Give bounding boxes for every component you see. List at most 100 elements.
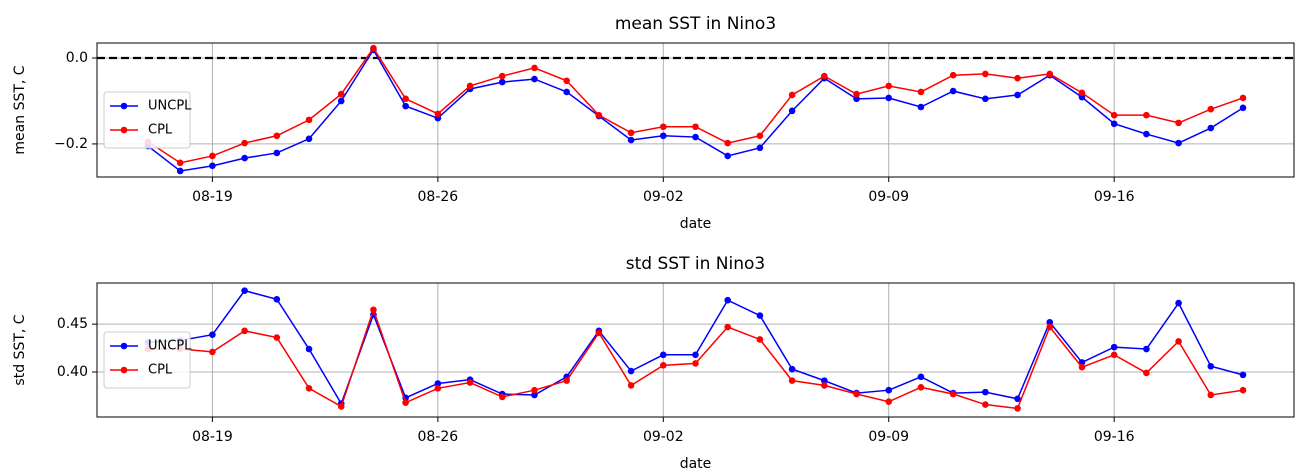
data-point: [305, 384, 313, 392]
data-point: [1014, 74, 1021, 82]
data-point: [788, 107, 796, 115]
data-point: [563, 88, 570, 96]
y-tick-label: 0.0: [66, 50, 88, 66]
data-point: [241, 139, 248, 147]
data-point: [885, 386, 893, 394]
x-tick-label: 09-09: [868, 429, 909, 445]
data-point: [1207, 105, 1215, 113]
data-point: [917, 103, 925, 111]
data-point: [209, 152, 216, 160]
data-point: [853, 390, 860, 398]
data-point: [305, 345, 313, 353]
legend-label: UNCPL: [148, 339, 192, 354]
data-point: [724, 296, 732, 304]
data-point: [1046, 323, 1054, 331]
legend-marker: [120, 342, 128, 350]
data-point: [273, 295, 281, 303]
plot-frame: [96, 42, 1295, 178]
data-point: [498, 393, 506, 401]
data-point: [434, 384, 442, 392]
legend-marker: [120, 126, 128, 134]
data-point: [724, 323, 732, 331]
data-point: [1239, 371, 1247, 379]
data-point: [434, 110, 442, 118]
data-point: [788, 91, 796, 99]
data-point: [1207, 362, 1215, 370]
data-point: [917, 88, 925, 96]
data-point: [853, 90, 860, 98]
data-point: [821, 377, 828, 384]
data-point: [949, 390, 957, 398]
data-point: [1239, 386, 1247, 394]
legend-label: UNCPL: [148, 99, 192, 114]
x-tick-label: 08-26: [418, 189, 459, 205]
data-point: [1175, 119, 1182, 127]
data-point: [885, 94, 893, 102]
plot-frame: [96, 282, 1295, 418]
x-axis-label: date: [680, 456, 712, 472]
data-point: [273, 132, 281, 140]
data-point: [627, 129, 635, 137]
data-point: [982, 95, 989, 103]
data-point: [563, 77, 570, 85]
data-point: [756, 312, 764, 319]
data-point: [1046, 70, 1054, 78]
data-point: [692, 360, 699, 367]
data-point: [659, 123, 667, 131]
data-point: [531, 64, 538, 72]
data-point: [1143, 369, 1150, 377]
data-point: [595, 329, 603, 337]
data-point: [1046, 318, 1054, 326]
data-point: [885, 82, 893, 90]
data-point: [692, 133, 699, 141]
data-point: [1239, 104, 1247, 112]
legend-label: CPL: [148, 123, 173, 138]
data-point: [917, 384, 925, 391]
data-point: [1143, 345, 1150, 353]
data-point: [209, 162, 216, 170]
data-point: [498, 78, 506, 86]
data-point: [241, 287, 248, 294]
y-axis-label: mean SST, C: [12, 65, 28, 154]
data-point: [1014, 405, 1021, 412]
data-point: [724, 139, 732, 147]
data-point: [209, 331, 216, 338]
data-point: [659, 351, 667, 359]
data-point: [176, 167, 184, 175]
data-point: [788, 377, 796, 384]
x-axis-label: date: [680, 216, 712, 232]
data-point: [1175, 139, 1182, 147]
series-line: [147, 48, 1244, 172]
y-tick-label: 0.45: [57, 316, 88, 332]
data-point: [853, 95, 860, 103]
data-point: [402, 95, 409, 103]
data-point: [692, 351, 699, 359]
data-point: [466, 379, 474, 386]
data-point: [370, 306, 377, 314]
series-line: [147, 46, 1244, 164]
data-point: [273, 334, 281, 341]
data-point: [1110, 343, 1118, 351]
data-point: [337, 97, 345, 105]
data-point: [1078, 89, 1086, 97]
x-tick-label: 08-19: [192, 189, 233, 205]
x-tick-label: 09-16: [1094, 429, 1135, 445]
data-point: [305, 116, 313, 124]
data-point: [724, 152, 732, 160]
data-point: [788, 365, 796, 373]
data-point: [1014, 91, 1021, 99]
chart-title: std SST in Nino3: [626, 254, 765, 274]
data-point: [434, 380, 442, 387]
data-point: [241, 154, 248, 162]
y-tick-label: 0.40: [57, 364, 88, 380]
y-axis-label: std SST, C: [12, 314, 28, 385]
data-point: [982, 70, 989, 78]
data-point: [659, 132, 667, 140]
data-point: [531, 386, 538, 394]
data-point: [756, 144, 764, 152]
data-point: [1014, 395, 1021, 403]
data-point: [821, 382, 828, 389]
data-point: [756, 132, 764, 140]
data-point: [821, 72, 828, 80]
